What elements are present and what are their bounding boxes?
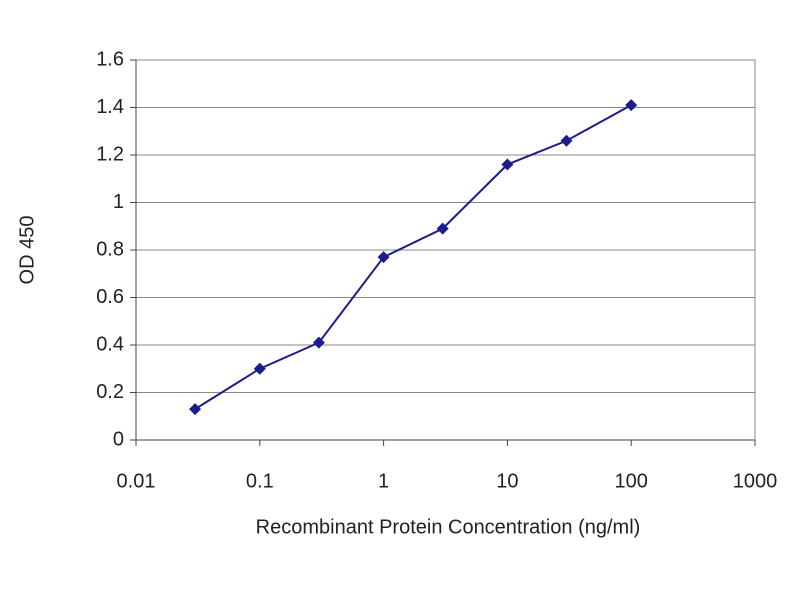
x-tick-label: 10 bbox=[496, 470, 518, 492]
y-tick-label: 0.6 bbox=[96, 286, 124, 308]
data-point bbox=[189, 403, 202, 416]
y-tick-label: 0.8 bbox=[96, 238, 124, 260]
data-point bbox=[312, 336, 325, 349]
data-point bbox=[625, 99, 638, 112]
data-point bbox=[560, 134, 573, 147]
y-tick-label: 1.4 bbox=[96, 96, 124, 118]
data-point bbox=[436, 222, 449, 235]
data-point bbox=[253, 362, 266, 375]
y-tick-label: 1.6 bbox=[96, 48, 124, 70]
x-tick-label: 0.01 bbox=[117, 470, 156, 492]
data-line bbox=[194, 104, 632, 410]
y-axis-title: OD 450 bbox=[16, 216, 38, 285]
y-tick-label: 1.2 bbox=[96, 143, 124, 165]
data-point bbox=[501, 158, 514, 171]
data-point bbox=[377, 251, 390, 264]
y-tick-label: 0.4 bbox=[96, 333, 124, 355]
x-axis-title: Recombinant Protein Concentration (ng/ml… bbox=[256, 516, 641, 538]
y-tick-label: 0.2 bbox=[96, 381, 124, 403]
x-tick-label: 100 bbox=[615, 470, 648, 492]
x-tick-label: 1000 bbox=[733, 470, 778, 492]
y-tick-label: 0 bbox=[113, 428, 124, 450]
x-tick-label: 0.1 bbox=[246, 470, 274, 492]
y-tick-label: 1 bbox=[113, 191, 124, 213]
x-tick-label: 1 bbox=[378, 470, 389, 492]
